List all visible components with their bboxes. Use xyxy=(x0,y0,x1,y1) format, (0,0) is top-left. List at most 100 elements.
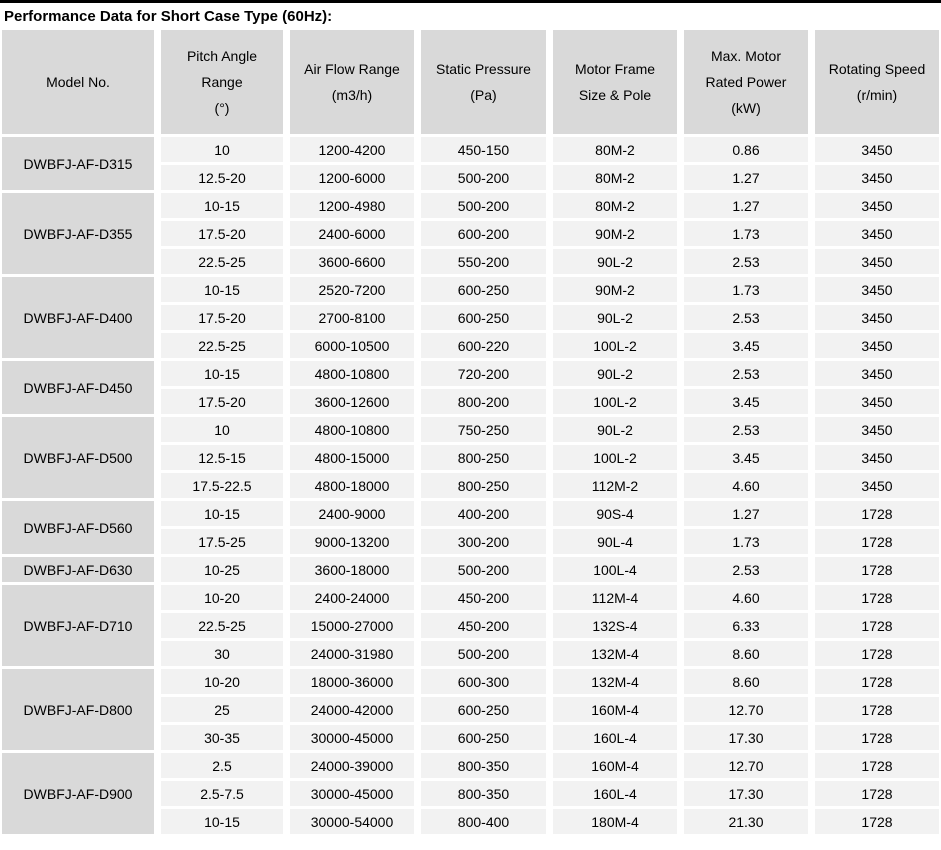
table-row: 17.5-20 2700-8100 600-250 90L-2 2.53 3450 xyxy=(2,305,939,330)
table-cell: 1728 xyxy=(815,725,939,750)
model-cell: DWBFJ-AF-D560 xyxy=(2,501,154,554)
column-header-line: Rated Power xyxy=(705,74,787,90)
table-cell: 2.53 xyxy=(684,417,808,442)
table-cell: 22.5-25 xyxy=(161,333,283,358)
table-cell: 1200-4200 xyxy=(290,137,414,162)
table-cell: 0.86 xyxy=(684,137,808,162)
column-header: Max. Motor Rated Power (kW) xyxy=(684,30,808,134)
table-cell: 3450 xyxy=(815,277,939,302)
table-cell: 3600-18000 xyxy=(290,557,414,582)
table-cell: 1.73 xyxy=(684,277,808,302)
table-row: 17.5-20 3600-12600 800-200 100L-2 3.45 3450 xyxy=(2,389,939,414)
column-header: Air Flow Range (m3/h) xyxy=(290,30,414,134)
table-cell: 3450 xyxy=(815,445,939,470)
column-header-line: (m3/h) xyxy=(331,87,373,103)
table-cell: 132M-4 xyxy=(553,669,677,694)
table-cell: 24000-39000 xyxy=(290,753,414,778)
table-cell: 100L-4 xyxy=(553,557,677,582)
model-cell: DWBFJ-AF-D630 xyxy=(2,557,154,582)
page-title: Performance Data for Short Case Type (60… xyxy=(4,8,333,25)
column-header-line: (Pa) xyxy=(470,87,497,103)
table-row: 17.5-22.5 4800-18000 800-250 112M-2 4.60 3450 xyxy=(2,473,939,498)
table-cell: 25 xyxy=(161,697,283,722)
table-cell: 112M-2 xyxy=(553,473,677,498)
table-cell: 80M-2 xyxy=(553,137,677,162)
table-cell: 6.33 xyxy=(684,613,808,638)
table-cell: 3450 xyxy=(815,305,939,330)
table-cell: 3450 xyxy=(815,249,939,274)
table-cell: 17.5-20 xyxy=(161,389,283,414)
table-cell: 2700-8100 xyxy=(290,305,414,330)
table-cell: 3450 xyxy=(815,333,939,358)
table-cell: 1728 xyxy=(815,585,939,610)
column-header-line: (kW) xyxy=(731,100,761,116)
table-body: DWBFJ-AF-D315 10 1200-4200 450-150 80M-2 0.86… xyxy=(2,137,939,834)
table-row: DWBFJ-AF-D630 10-25 3600-18000 500-200 100L-… xyxy=(2,557,939,582)
table-cell: 90L-2 xyxy=(553,305,677,330)
table-cell: 9000-13200 xyxy=(290,529,414,554)
table-row: DWBFJ-AF-D355 10-15 1200-4980 500-200 80M-2 1… xyxy=(2,193,939,274)
table-cell: 10-15 xyxy=(161,361,283,386)
column-header-line: Max. Motor xyxy=(710,48,781,64)
model-cell: DWBFJ-AF-D400 xyxy=(2,277,154,358)
table-cell: 1728 xyxy=(815,529,939,554)
table-cell: 550-200 xyxy=(421,249,546,274)
table-cell: 1728 xyxy=(815,669,939,694)
table-cell: 3.45 xyxy=(684,333,808,358)
table-cell: 160L-4 xyxy=(553,725,677,750)
table-cell: 90S-4 xyxy=(553,501,677,526)
table-cell: 17.5-20 xyxy=(161,305,283,330)
table-cell: 90L-2 xyxy=(553,417,677,442)
column-header: Rotating Speed (r/min) xyxy=(815,30,939,134)
table-row: DWBFJ-AF-D500 10 4800-10800 750-250 90L-2 2.5… xyxy=(2,417,939,498)
performance-table: Model No. Pitch Angle Range (°) Air Flow Ran… xyxy=(0,27,941,837)
table-cell: 1728 xyxy=(815,697,939,722)
table-cell: 10 xyxy=(161,137,283,162)
table-cell: 1.73 xyxy=(684,221,808,246)
table-cell: 500-200 xyxy=(421,557,546,582)
table-cell: 1728 xyxy=(815,641,939,666)
table-cell: 17.5-25 xyxy=(161,529,283,554)
table-row: DWBFJ-AF-D900 2.5 24000-39000 800-350 160M-4… xyxy=(2,753,939,834)
table-cell: 3450 xyxy=(815,165,939,190)
table-row: 22.5-25 3600-6600 550-200 90L-2 2.53 3450 xyxy=(2,249,939,274)
table-cell: 1728 xyxy=(815,753,939,778)
table-cell: 12.5-15 xyxy=(161,445,283,470)
column-header-line: Range xyxy=(201,74,243,90)
table-cell: 10-15 xyxy=(161,501,283,526)
table-cell: 10-20 xyxy=(161,669,283,694)
table-cell: 132S-4 xyxy=(553,613,677,638)
table-row: DWBFJ-AF-D315 10 1200-4200 450-150 80M-2 0.86… xyxy=(2,137,939,190)
table-cell: 2520-7200 xyxy=(290,277,414,302)
table-cell: 90M-2 xyxy=(553,221,677,246)
column-header-line: Size & Pole xyxy=(578,87,652,103)
table-cell: 800-350 xyxy=(421,781,546,806)
column-header-line: Model No. xyxy=(46,74,110,90)
table-cell: 100L-2 xyxy=(553,445,677,470)
table-cell: 800-400 xyxy=(421,809,546,834)
table-cell: 30000-54000 xyxy=(290,809,414,834)
table-cell: 2.53 xyxy=(684,305,808,330)
table-cell: 17.30 xyxy=(684,725,808,750)
table-cell: 450-200 xyxy=(421,613,546,638)
table-cell: 22.5-25 xyxy=(161,249,283,274)
table-cell: 10-20 xyxy=(161,585,283,610)
table-cell: 3.45 xyxy=(684,389,808,414)
table-cell: 800-250 xyxy=(421,473,546,498)
table-cell: 2.5 xyxy=(161,753,283,778)
table-row: 25 24000-42000 600-250 160M-4 12.70 1728 xyxy=(2,697,939,722)
table-row: DWBFJ-AF-D560 10-15 2400-9000 400-200 90S-4 1… xyxy=(2,501,939,554)
header-row: Model No. Pitch Angle Range (°) Air Flow Ran… xyxy=(2,30,939,134)
table-row: 12.5-20 1200-6000 500-200 80M-2 1.27 3450 xyxy=(2,165,939,190)
table-cell: 1728 xyxy=(815,781,939,806)
table-row: 2.5-7.5 30000-45000 800-350 160L-4 17.30 1728 xyxy=(2,781,939,806)
table-row: 22.5-25 15000-27000 450-200 132S-4 6.33 1728 xyxy=(2,613,939,638)
table-cell: 450-200 xyxy=(421,585,546,610)
table-cell: 500-200 xyxy=(421,165,546,190)
model-cell: DWBFJ-AF-D900 xyxy=(2,753,154,834)
model-cell: DWBFJ-AF-D450 xyxy=(2,361,154,414)
table-cell: 3450 xyxy=(815,417,939,442)
table-cell: 720-200 xyxy=(421,361,546,386)
table-cell: 2.53 xyxy=(684,557,808,582)
table-row: DWBFJ-AF-D800 10-20 18000-36000 600-300 132M… xyxy=(2,669,939,750)
